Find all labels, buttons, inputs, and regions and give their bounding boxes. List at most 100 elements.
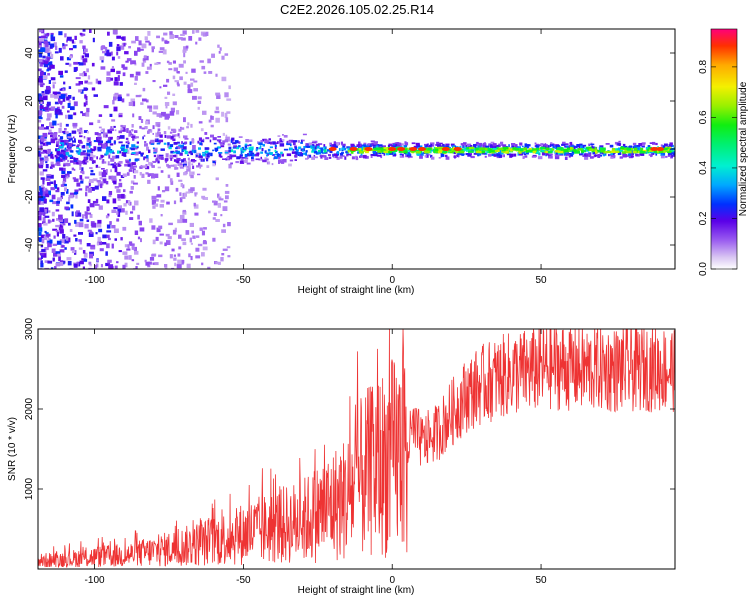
spectrogram-band-cell: [98, 133, 102, 136]
spectrogram-peak-cell: [328, 147, 337, 151]
spectrogram-noise-cell: [151, 48, 154, 53]
spectrogram-band-cell: [232, 146, 237, 149]
spectrogram-band-cell: [385, 152, 390, 156]
spectrogram-noise-cell: [85, 185, 90, 189]
spectrogram-band-cell: [502, 144, 507, 148]
spectrogram-noise-cell: [61, 249, 65, 253]
spectrogram-band-cell: [672, 153, 675, 156]
spectrogram-noise-cell: [47, 260, 53, 264]
spectrogram-noise-cell: [140, 119, 144, 123]
spectrogram-noise-cell: [55, 251, 61, 254]
spectrogram-core-cell: [437, 150, 442, 154]
spectrogram-noise-cell: [38, 110, 43, 115]
spectrogram-noise-cell: [97, 236, 101, 242]
spectrogram-core-cell: [640, 149, 643, 153]
spectrogram-band-cell: [609, 145, 613, 147]
spectrogram-noise-cell: [39, 185, 42, 191]
spectrogram-band-cell: [86, 153, 91, 157]
spectrogram-noise-cell: [90, 246, 95, 250]
spectrogram-noise-cell: [165, 106, 168, 109]
spectrogram-band-cell: [380, 154, 383, 159]
spectrogram-band-cell: [538, 152, 541, 156]
spectrogram-noise-cell: [108, 193, 112, 198]
spectrogram-core-cell: [398, 150, 405, 153]
spectrogram-band-cell: [74, 138, 76, 142]
spectrogram-band-cell: [178, 152, 183, 155]
spectrogram-band-cell: [68, 154, 73, 158]
spectrogram-core-cell: [547, 150, 553, 154]
spectrogram-noise-cell: [183, 135, 188, 139]
spectrogram-band-cell: [180, 126, 182, 129]
spectrogram-noise-cell: [101, 172, 107, 178]
spectrogram-noise-cell: [135, 266, 138, 269]
spectrogram-noise-cell: [38, 237, 42, 243]
spectrogram-band-cell: [335, 155, 338, 159]
spectrogram-band-cell: [523, 153, 527, 156]
spectrogram-noise-cell: [203, 240, 207, 243]
spectrogram-band-cell: [159, 154, 164, 157]
spectrogram-band-cell: [230, 139, 233, 143]
spectrogram-noise-cell: [58, 128, 62, 133]
spectrogram-band-cell: [406, 149, 412, 152]
spectrogram-noise-cell: [79, 175, 83, 180]
spectrogram-band-cell: [159, 134, 163, 138]
spectrogram-noise-cell: [111, 209, 117, 213]
spectrogram-band-cell: [492, 143, 497, 147]
snr-xlabel: Height of straight line (km): [298, 585, 415, 596]
spectrogram-peak-cell: [650, 147, 659, 151]
spectrogram-noise-cell: [173, 257, 177, 261]
spectrogram-band-cell: [258, 147, 262, 150]
y-tick-label: 20: [24, 95, 35, 107]
spectrogram-band-cell: [184, 138, 189, 140]
spectrogram-noise-cell: [62, 157, 66, 161]
spectrogram-core-cell: [538, 147, 541, 151]
figure-title: C2E2.2026.105.02.25.R14: [280, 2, 434, 17]
spectrogram-band-cell: [229, 149, 234, 153]
spectrogram-band-cell: [51, 133, 55, 137]
spectrogram-noise-cell: [69, 155, 74, 159]
spectrogram-band-cell: [278, 156, 281, 159]
spectrogram-noise-cell: [153, 105, 159, 110]
spectrogram-noise-cell: [108, 191, 113, 195]
spectrogram-band-cell: [164, 135, 167, 138]
spectrogram-noise-cell: [86, 219, 90, 222]
spectrogram-core-cell: [468, 146, 475, 150]
spectrogram-band-cell: [248, 147, 253, 150]
spectrogram-noise-cell: [82, 72, 87, 77]
spectrogram-noise-cell: [111, 66, 114, 69]
spectrogram-noise-cell: [106, 224, 111, 229]
spectrogram-noise-cell: [172, 93, 176, 96]
spectrogram-band-cell: [154, 140, 159, 143]
spectrogram-band-cell: [140, 165, 143, 168]
spectrogram-noise-cell: [207, 266, 211, 269]
spectrogram-noise-cell: [213, 200, 218, 206]
spectrogram-band-cell: [193, 149, 197, 154]
spectrogram-band-cell: [368, 143, 373, 146]
spectrogram-noise-cell: [78, 188, 83, 191]
spectrogram-band-cell: [129, 158, 131, 162]
spectrogram-band-cell: [531, 155, 537, 158]
spectrogram-band-cell: [282, 139, 285, 142]
spectrogram-band-cell: [667, 152, 673, 156]
spectrogram-band-cell: [183, 163, 187, 167]
spectrogram-band-cell: [155, 158, 159, 162]
spectrogram-band-cell: [244, 143, 248, 146]
spectrogram-noise-cell: [40, 253, 45, 256]
spectrogram-band-cell: [150, 143, 155, 145]
spectrogram-noise-cell: [145, 71, 149, 74]
spectrogram-noise-cell: [49, 239, 53, 244]
spectrogram-band-cell: [138, 151, 141, 154]
colorbar: 0.00.20.40.60.8 Normalized spectral ampl…: [698, 28, 749, 276]
spectrogram-noise-cell: [42, 217, 46, 222]
spectrogram-noise-cell: [159, 233, 164, 236]
spectrogram-noise-cell: [46, 126, 49, 130]
spectrogram-noise-cell: [44, 109, 50, 112]
spectrogram-noise-cell: [74, 190, 79, 195]
spectrogram-band-cell: [662, 152, 666, 156]
spectrogram-band-cell: [105, 151, 109, 155]
spectrogram-band-cell: [296, 152, 301, 155]
spectrogram-band-cell: [545, 153, 549, 156]
spectrogram-core-cell: [410, 150, 415, 153]
spectrogram-noise-cell: [52, 243, 58, 246]
spectrogram-noise-cell: [83, 258, 88, 262]
